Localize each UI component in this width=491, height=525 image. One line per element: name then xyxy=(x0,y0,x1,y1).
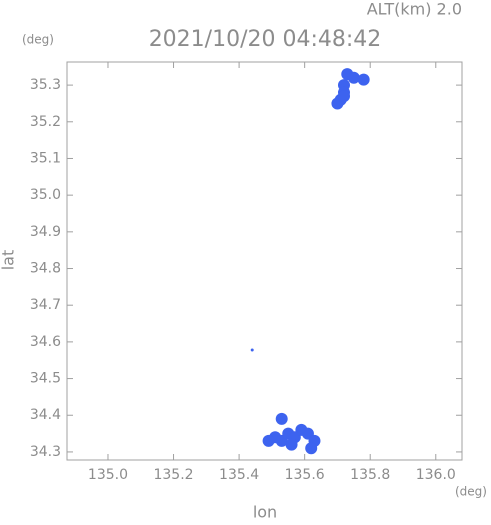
y-axis-label: lat xyxy=(0,250,18,271)
echo-point xyxy=(250,348,254,352)
echo-point xyxy=(305,442,318,455)
echo-point xyxy=(275,412,288,425)
y-tick-label: 34.4 xyxy=(30,407,61,423)
x-tick-label: 136.0 xyxy=(416,467,456,483)
x-tick-label: 135.8 xyxy=(350,467,390,483)
echo-point xyxy=(262,434,275,447)
echo-point xyxy=(337,90,350,103)
x-tick-label: 135.2 xyxy=(153,467,193,483)
x-tick-label: 135.0 xyxy=(88,467,128,483)
y-tick-label: 34.5 xyxy=(30,371,61,387)
y-tick-label: 34.8 xyxy=(30,261,61,277)
y-tick-label: 34.3 xyxy=(30,444,61,460)
chart-title: 2021/10/20 04:48:42 xyxy=(149,27,382,52)
echo-point xyxy=(357,73,370,86)
y-tick-label: 35.1 xyxy=(30,150,61,166)
altitude-label: ALT(km) 2.0 xyxy=(367,0,462,19)
y-tick-label: 34.7 xyxy=(30,297,61,313)
x-axis-label: lon xyxy=(253,503,277,522)
y-tick-label: 34.6 xyxy=(30,334,61,350)
x-unit: (deg) xyxy=(455,485,487,499)
echo-point xyxy=(285,438,298,451)
x-tick-label: 135.6 xyxy=(285,467,325,483)
y-tick-label: 35.2 xyxy=(30,114,61,130)
plot-frame xyxy=(66,61,463,461)
y-tick-label: 34.9 xyxy=(30,224,61,240)
y-unit: (deg) xyxy=(22,33,54,47)
echo-point xyxy=(347,71,360,84)
y-tick-label: 35.0 xyxy=(30,187,61,203)
x-tick-label: 135.4 xyxy=(219,467,259,483)
y-tick-label: 35.3 xyxy=(30,77,61,93)
